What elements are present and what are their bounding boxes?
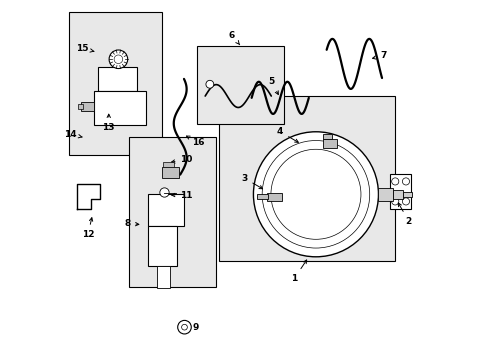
- Bar: [157, 266, 170, 288]
- Circle shape: [109, 50, 127, 68]
- Text: 7: 7: [372, 51, 386, 60]
- Circle shape: [181, 324, 187, 330]
- Text: 14: 14: [64, 130, 82, 139]
- Text: 1: 1: [291, 260, 306, 283]
- Bar: [148, 194, 183, 226]
- Circle shape: [262, 140, 369, 248]
- Bar: [163, 162, 174, 167]
- Text: 10: 10: [171, 155, 192, 164]
- Bar: [162, 167, 179, 178]
- Circle shape: [177, 320, 191, 334]
- Bar: [323, 139, 337, 148]
- Circle shape: [114, 55, 122, 64]
- Bar: [129, 137, 216, 287]
- Circle shape: [402, 198, 408, 205]
- Bar: [267, 193, 281, 202]
- Text: 5: 5: [267, 77, 278, 94]
- Bar: [98, 67, 137, 91]
- Bar: [257, 194, 267, 199]
- Bar: [218, 96, 394, 261]
- Text: 8: 8: [124, 219, 139, 228]
- Circle shape: [205, 80, 213, 88]
- Bar: [392, 190, 403, 199]
- Text: 4: 4: [277, 127, 298, 142]
- Text: 6: 6: [228, 31, 239, 45]
- Bar: [378, 188, 392, 201]
- Circle shape: [253, 132, 378, 257]
- Bar: [148, 226, 176, 266]
- Bar: [197, 46, 283, 123]
- Text: 15: 15: [76, 44, 94, 53]
- Circle shape: [160, 188, 169, 197]
- Bar: [78, 104, 82, 109]
- Text: 11: 11: [171, 190, 192, 199]
- Text: 16: 16: [186, 136, 204, 147]
- Circle shape: [391, 178, 398, 185]
- Circle shape: [402, 178, 408, 185]
- Bar: [389, 174, 410, 209]
- Circle shape: [391, 198, 398, 205]
- Bar: [323, 134, 331, 139]
- Text: 9: 9: [183, 323, 198, 332]
- Circle shape: [270, 149, 360, 239]
- Text: 13: 13: [102, 114, 115, 132]
- Text: 2: 2: [397, 203, 411, 226]
- Bar: [81, 102, 94, 111]
- Text: 3: 3: [241, 174, 262, 189]
- Bar: [403, 192, 411, 197]
- Bar: [94, 91, 146, 125]
- Bar: [69, 12, 162, 155]
- Text: 12: 12: [81, 218, 94, 239]
